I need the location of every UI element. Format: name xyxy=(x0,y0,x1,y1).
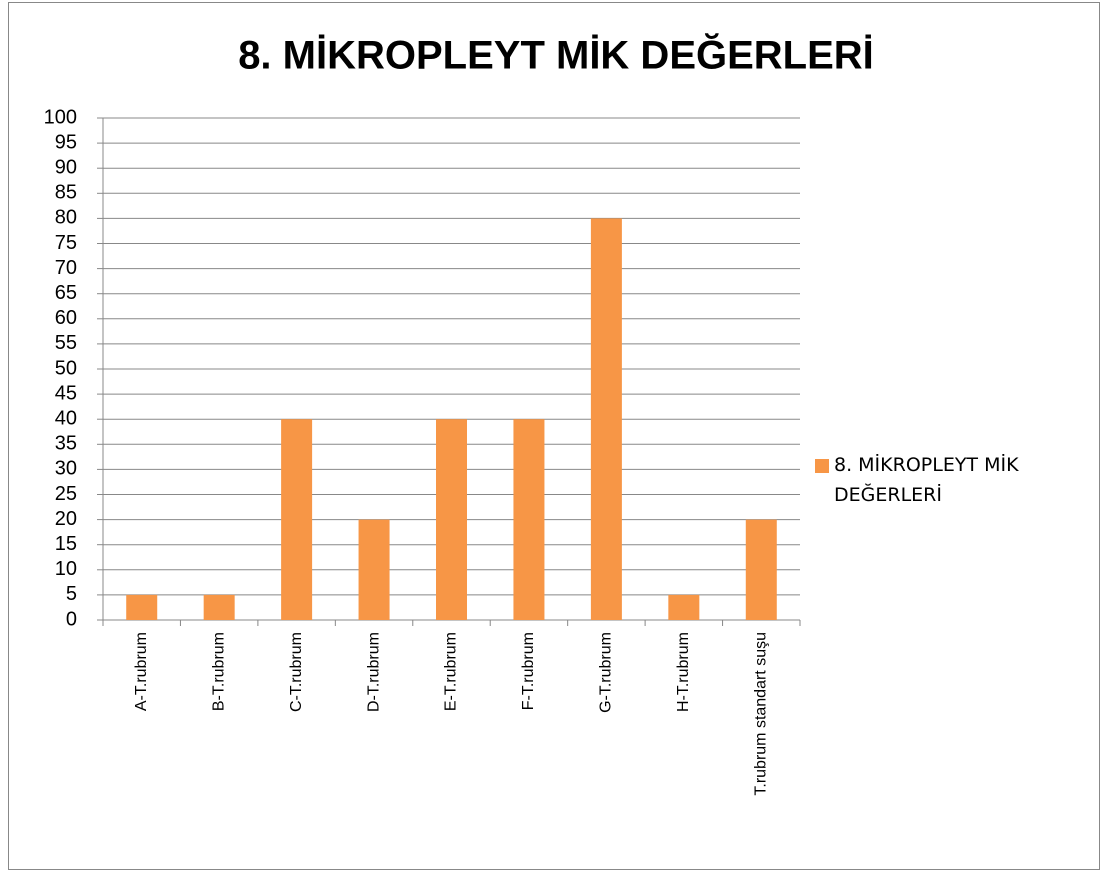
y-tick-label: 100 xyxy=(44,106,77,128)
chart-frame xyxy=(8,2,1100,870)
y-tick-label: 90 xyxy=(55,156,77,178)
legend-swatch xyxy=(815,459,829,473)
y-tick-label: 10 xyxy=(55,558,77,580)
y-tick-label: 45 xyxy=(55,382,77,404)
bar xyxy=(281,419,313,620)
bar xyxy=(590,218,622,620)
bar xyxy=(668,594,700,620)
x-tick-label: G-T.rubrum xyxy=(598,632,615,713)
y-tick-label: 35 xyxy=(55,433,77,455)
y-tick-label: 55 xyxy=(55,332,77,354)
x-tick-label: T.rubrum standart suşu xyxy=(752,632,769,796)
y-tick-label: 65 xyxy=(55,282,77,304)
y-tick-label: 80 xyxy=(55,207,77,229)
x-tick-label: E-T.rubrum xyxy=(443,632,460,711)
x-tick-label: D-T.rubrum xyxy=(365,632,382,712)
y-tick-label: 85 xyxy=(55,182,77,204)
bar xyxy=(358,519,390,620)
y-tick-label: 40 xyxy=(55,407,77,429)
y-tick-label: 75 xyxy=(55,232,77,254)
legend-entry: 8. MİKROPLEYT MİK DEĞERLERİ xyxy=(834,454,1019,506)
x-tick-label: C-T.rubrum xyxy=(288,632,305,712)
bar xyxy=(745,519,777,620)
bar xyxy=(126,594,158,620)
y-tick-label: 0 xyxy=(66,608,77,630)
x-tick-label: A-T.rubrum xyxy=(133,632,150,711)
chart-title: 8. MİKROPLEYT MİK DEĞERLERİ xyxy=(238,32,874,78)
x-tick-label: B-T.rubrum xyxy=(210,632,227,711)
y-tick-label: 70 xyxy=(55,257,77,279)
x-tick-label: H-T.rubrum xyxy=(675,632,692,712)
bar xyxy=(436,419,467,620)
legend-label: 8. MİKROPLEYT MİK DEĞERLERİ xyxy=(834,454,1019,506)
y-tick-label: 5 xyxy=(66,583,77,605)
y-tick-label: 25 xyxy=(55,483,77,505)
y-tick-label: 50 xyxy=(55,357,77,379)
y-tick-label: 60 xyxy=(55,307,77,329)
bar xyxy=(203,594,235,620)
bar xyxy=(513,419,545,620)
x-tick-label: F-T.rubrum xyxy=(520,632,537,710)
y-tick-label: 95 xyxy=(55,131,77,153)
y-tick-label: 15 xyxy=(55,533,77,555)
y-tick-label: 20 xyxy=(55,508,77,530)
y-tick-label: 30 xyxy=(55,458,77,480)
